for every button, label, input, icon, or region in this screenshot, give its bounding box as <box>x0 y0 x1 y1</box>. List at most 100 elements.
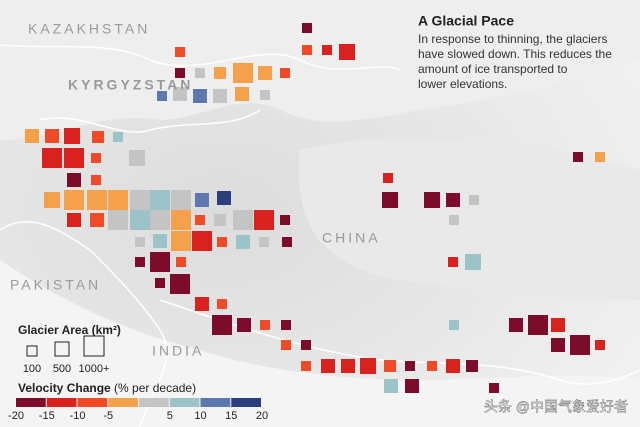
glacier-square <box>384 379 398 393</box>
velocity-legend-title: Velocity Change (% per decade) <box>18 381 196 395</box>
glacier-square <box>281 320 291 330</box>
glacier-square <box>67 213 81 227</box>
area-symbol <box>26 345 38 357</box>
legend: 100 500 1000+ -20 -15 -10 -5 5 10 15 20 <box>8 335 268 422</box>
color-bin <box>16 398 46 407</box>
southern-plains <box>0 260 640 427</box>
glacier-square <box>171 231 191 251</box>
glacier-square <box>171 190 191 210</box>
place-label: KYRGYZSTAN <box>68 77 193 93</box>
glacier-square <box>42 148 62 168</box>
color-bin <box>108 398 138 407</box>
area-label: 500 <box>53 363 71 375</box>
velocity-tick-label: -5 <box>103 410 113 422</box>
glacier-square <box>192 231 212 251</box>
glacier-square <box>64 190 84 210</box>
place-label: INDIA <box>152 343 204 359</box>
description: In response to thinning, the glaciershav… <box>418 32 612 91</box>
glacier-square <box>150 252 170 272</box>
glacier-square <box>217 237 227 247</box>
glacier-square <box>235 87 249 101</box>
color-bin <box>139 398 169 407</box>
velocity-tick-label: 10 <box>194 410 206 422</box>
color-bin <box>77 398 108 407</box>
glacier-square <box>195 193 209 207</box>
area-legend-title: Glacier Area (km²) <box>18 323 121 337</box>
glacier-square <box>150 190 170 210</box>
glacier-square <box>44 192 60 208</box>
border-line <box>39 109 261 133</box>
glacier-square <box>595 340 605 350</box>
glacier-square <box>551 318 565 332</box>
glacier-square <box>129 150 145 166</box>
glacier-square <box>130 190 150 210</box>
place-label: KAZAKHSTAN <box>28 21 150 37</box>
glacier-square <box>551 338 565 352</box>
glacier-square <box>233 210 253 230</box>
glacier-square <box>280 215 290 225</box>
glacier-square <box>91 153 101 163</box>
glacier-square <box>449 215 459 225</box>
glacier-square <box>214 214 226 226</box>
glacier-square <box>258 66 272 80</box>
glacier-square <box>176 257 186 267</box>
glacier-square <box>195 68 205 78</box>
glacier-square <box>301 340 311 350</box>
glacier-square <box>570 335 590 355</box>
velocity-tick-label: 5 <box>167 410 173 422</box>
area-symbol <box>83 335 105 357</box>
glacier-square <box>339 44 355 60</box>
area-label: 100 <box>23 363 41 375</box>
glacier-square <box>489 383 499 393</box>
glacier-square <box>25 129 39 143</box>
velocity-tick-label: 20 <box>256 410 268 422</box>
title: A Glacial Pace <box>418 13 514 29</box>
glacier-square <box>595 152 605 162</box>
glacier-square <box>427 361 437 371</box>
velocity-tick-label: 15 <box>225 410 237 422</box>
glacier-square <box>171 210 191 230</box>
glacier-square <box>280 68 290 78</box>
color-bin <box>169 398 200 407</box>
glacier-square <box>260 90 270 100</box>
velocity-tick-label: -20 <box>8 410 24 422</box>
glacier-square <box>449 320 459 330</box>
glacier-square <box>170 274 190 294</box>
glacier-square <box>237 318 251 332</box>
area-symbol <box>54 341 70 357</box>
glacier-square <box>212 315 232 335</box>
glacier-square <box>195 297 209 311</box>
glacier-square <box>64 148 84 168</box>
glacier-square <box>108 210 128 230</box>
glacier-square <box>175 68 185 78</box>
glacier-square <box>193 89 207 103</box>
glacier-square <box>446 359 460 373</box>
northern-plains <box>0 0 640 140</box>
place-label: PAKISTAN <box>10 277 101 293</box>
watermark: 头条 @中国气象爱好者 <box>484 399 628 415</box>
description-line: amount of ice transported to <box>418 62 568 76</box>
glacier-square <box>384 360 396 372</box>
glacier-square <box>175 47 185 57</box>
glacier-square <box>64 128 80 144</box>
glacier-square <box>446 193 460 207</box>
color-bin <box>200 398 231 407</box>
glacier-square <box>217 299 227 309</box>
glacier-square <box>465 254 481 270</box>
glacier-square <box>130 210 150 230</box>
glacier-square <box>213 89 227 103</box>
glacier-square <box>155 278 165 288</box>
glacier-square <box>281 340 291 350</box>
glacier-square <box>150 210 170 230</box>
place-label: CHINA <box>322 230 381 246</box>
border-line <box>0 221 168 427</box>
glacier-square <box>92 131 104 143</box>
glacier-square <box>153 234 167 248</box>
area-label: 1000+ <box>79 363 110 375</box>
velocity-title: Velocity Change <box>18 381 111 395</box>
glacier-square <box>528 315 548 335</box>
glacier-square <box>360 358 376 374</box>
glacier-square <box>382 192 398 208</box>
glacier-square <box>341 359 355 373</box>
glacier-square <box>90 213 104 227</box>
